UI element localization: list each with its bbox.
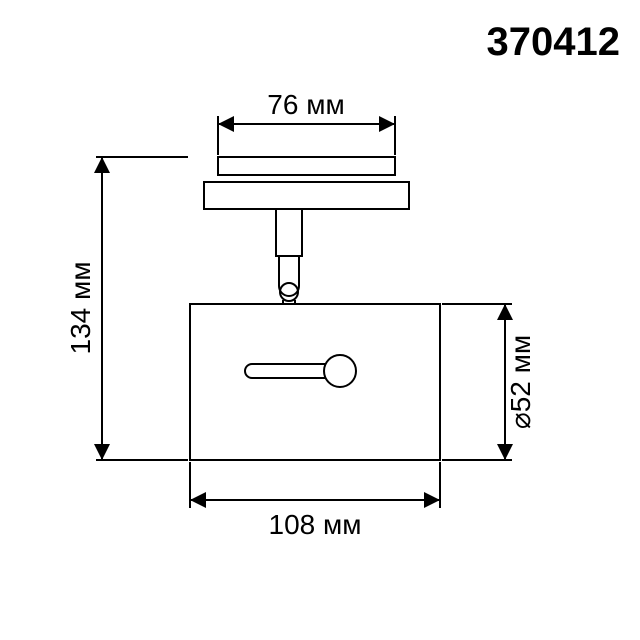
dimension-right-label: ⌀52 мм	[505, 335, 536, 429]
dimension-top	[218, 116, 395, 155]
dimension-bottom-label: 108 мм	[269, 509, 362, 540]
product-code: 370412	[487, 20, 620, 64]
luminaire-drawing	[190, 157, 440, 460]
dimension-top-label: 76 мм	[267, 89, 344, 120]
dimension-left	[96, 157, 188, 460]
dimension-bottom	[190, 462, 440, 508]
dimension-right	[442, 304, 512, 460]
dimension-left-label: 134 мм	[65, 262, 96, 355]
